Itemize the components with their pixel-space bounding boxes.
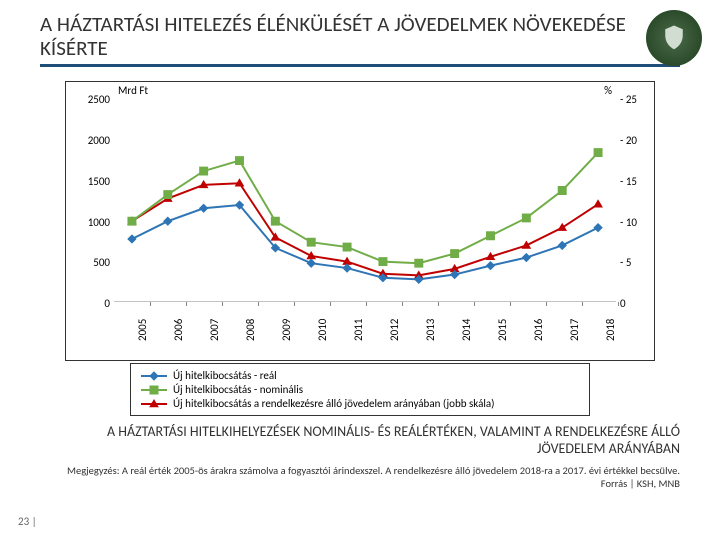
legend-item: Új hitelkibocsátás - nominális bbox=[141, 383, 579, 396]
shield-icon bbox=[659, 23, 689, 53]
y-left-tick: 2000 bbox=[70, 134, 110, 147]
legend: Új hitelkibocsátás - reálÚj hitelkibocsá… bbox=[130, 363, 590, 416]
x-tick-label: 2008 bbox=[244, 319, 257, 341]
line-chart: Mrd Ft % 0 500 1000 1500 2000 2500 0 - 5 - 10 - 1… bbox=[65, 81, 655, 361]
x-tick-label: 2014 bbox=[460, 319, 473, 341]
right-axis-label: % bbox=[604, 84, 612, 97]
y-left-tick: 1000 bbox=[70, 216, 110, 229]
y-left-tick: 500 bbox=[70, 256, 110, 269]
y-right-tick: - 15 bbox=[620, 175, 648, 188]
x-tick-label: 2010 bbox=[316, 319, 329, 341]
x-tick-label: 2009 bbox=[280, 319, 293, 341]
chart-svg bbox=[114, 100, 616, 302]
y-right-tick: - 10 bbox=[620, 216, 648, 229]
page-title: A HÁZTARTÁSI HITELEZÉS ÉLÉNKÜLÉSÉT A JÖV… bbox=[40, 12, 680, 60]
y-left-tick: 0 bbox=[70, 297, 110, 310]
x-tick-label: 2017 bbox=[568, 319, 581, 341]
y-right-tick: - 20 bbox=[620, 134, 648, 147]
y-right-tick: - 25 bbox=[620, 93, 648, 106]
page-number: 23 | bbox=[18, 515, 37, 528]
y-right-tick: 0 bbox=[620, 297, 648, 310]
legend-item: Új hitelkibocsátás - reál bbox=[141, 369, 579, 382]
mnb-logo bbox=[646, 10, 702, 66]
title-underline bbox=[40, 64, 680, 67]
left-axis-label: Mrd Ft bbox=[118, 84, 148, 97]
y-left-tick: 1500 bbox=[70, 175, 110, 188]
chart-subtitle: A HÁZTARTÁSI HITELKIHELYEZÉSEK NOMINÁLIS… bbox=[0, 416, 720, 458]
footnote: Megjegyzés: A reál érték 2005-ös árakra … bbox=[0, 458, 720, 490]
x-tick-label: 2018 bbox=[604, 319, 617, 341]
x-tick-label: 2007 bbox=[208, 319, 221, 341]
x-tick-label: 2006 bbox=[172, 319, 185, 341]
plot-area bbox=[114, 100, 616, 302]
slide-header: A HÁZTARTÁSI HITELEZÉS ÉLÉNKÜLÉSÉT A JÖV… bbox=[0, 0, 720, 73]
x-tick-label: 2012 bbox=[388, 319, 401, 341]
x-tick-label: 2015 bbox=[496, 319, 509, 341]
y-right-tick: - 5 bbox=[620, 256, 648, 269]
x-tick-label: 2016 bbox=[532, 319, 545, 341]
x-tick-label: 2013 bbox=[424, 319, 437, 341]
legend-item: Új hitelkibocsátás a rendelkezésre álló … bbox=[141, 397, 579, 410]
x-tick-label: 2005 bbox=[136, 319, 149, 341]
x-tick-label: 2011 bbox=[352, 319, 365, 341]
y-left-tick: 2500 bbox=[70, 93, 110, 106]
